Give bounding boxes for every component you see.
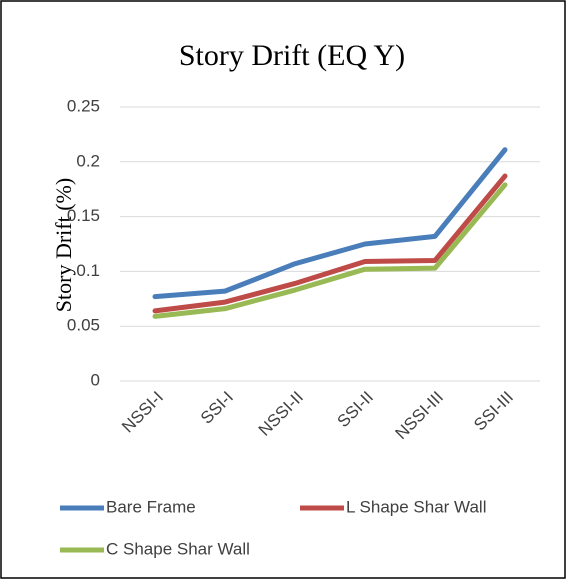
legend-label: L Shape Shar Wall bbox=[346, 497, 486, 516]
y-tick-label: 0.25 bbox=[67, 96, 100, 115]
series-line bbox=[152, 173, 508, 314]
y-tick-label: 0.1 bbox=[76, 261, 100, 280]
y-tick-label: 0.2 bbox=[76, 151, 100, 170]
series-line bbox=[152, 182, 508, 319]
legend-label: Bare Frame bbox=[106, 497, 196, 516]
y-tick-label: 0.05 bbox=[67, 316, 100, 335]
chart-title: Story Drift (EQ Y) bbox=[179, 39, 405, 72]
legend-label: C Shape Shar Wall bbox=[106, 539, 250, 558]
y-tick-label: 0 bbox=[91, 370, 100, 389]
y-axis-title: Story Drift (%) bbox=[51, 178, 76, 312]
series-line bbox=[152, 147, 508, 300]
y-tick-label: 0.15 bbox=[67, 206, 100, 225]
